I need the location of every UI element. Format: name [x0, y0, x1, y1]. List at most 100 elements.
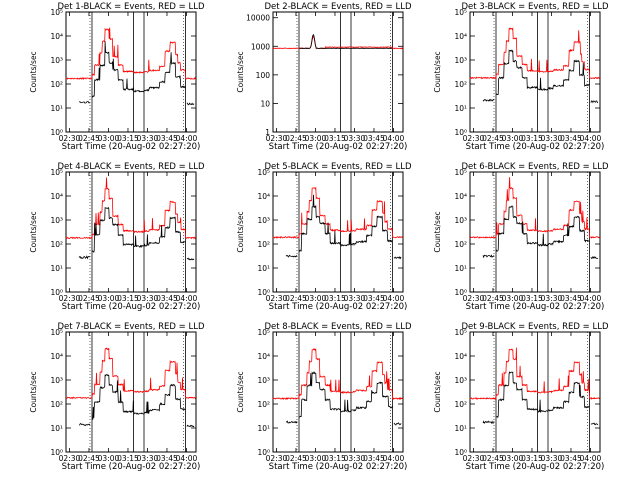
x-tick-label: 04:00 — [580, 454, 602, 463]
x-axis-label: Start Time (20-Aug-02 02:27:20) — [62, 142, 201, 152]
y-tick-label: 10⁵ — [50, 8, 63, 17]
y-tick-label: 10³ — [257, 376, 270, 385]
plot-frame — [469, 171, 601, 293]
y-tick-label: 10⁴ — [454, 32, 467, 41]
lld-series — [66, 347, 197, 400]
x-tick-label: 02:30 — [463, 294, 485, 303]
y-axis-label: Counts/sec — [236, 51, 245, 92]
x-axis-label: Start Time (20-Aug-02 02:27:20) — [62, 302, 201, 312]
x-tick-label: 04:00 — [176, 294, 198, 303]
x-tick-label: 03:45 — [156, 294, 178, 303]
y-tick-label: 1000 — [251, 42, 270, 51]
y-tick-label: 10⁴ — [50, 192, 63, 201]
y-axis-label: Counts/sec — [29, 371, 38, 412]
x-axis-label: Start Time (20-Aug-02 02:27:20) — [269, 462, 408, 472]
events-series — [299, 34, 393, 50]
x-tick-label: 03:45 — [363, 294, 385, 303]
y-tick-label: 10² — [257, 400, 270, 409]
events-series-pre — [78, 423, 91, 427]
x-tick-label: 03:30 — [541, 294, 563, 303]
y-tick-label: 10³ — [454, 56, 467, 65]
y-axis-label: Counts/sec — [29, 211, 38, 252]
events-series-post — [590, 422, 599, 426]
x-tick-label: 04:00 — [383, 294, 405, 303]
y-tick-label: 10⁴ — [50, 32, 63, 41]
panel-det-7: Det 7-BLACK = Events, RED = LLD Counts/se… — [29, 322, 205, 472]
y-tick-label: 10² — [454, 80, 467, 89]
x-tick-label: 03:30 — [137, 454, 159, 463]
lld-series — [469, 27, 601, 80]
panel-det-4: Det 4-BLACK = Events, RED = LLD Counts/se… — [29, 162, 205, 312]
lld-series — [65, 177, 197, 240]
x-tick-label: 03:45 — [560, 454, 582, 463]
x-tick-label: 04:00 — [580, 294, 602, 303]
lld-series — [272, 186, 403, 239]
x-axis-label: Start Time (20-Aug-02 02:27:20) — [269, 142, 408, 152]
x-tick-label: 02:45 — [482, 454, 504, 463]
x-tick-label: 03:00 — [98, 134, 120, 143]
plot-title: Det 6-BLACK = Events, RED = LLD — [462, 162, 609, 172]
plot-title: Det 2-BLACK = Events, RED = LLD — [265, 2, 412, 12]
y-tick-label: 10³ — [454, 376, 467, 385]
events-series — [496, 371, 590, 419]
events-series — [496, 205, 590, 252]
x-tick-label: 02:30 — [59, 294, 81, 303]
x-axis-label: Start Time (20-Aug-02 02:27:20) — [466, 142, 605, 152]
x-tick-label: 04:00 — [580, 134, 602, 143]
y-tick-label: 10⁰ — [454, 448, 467, 457]
panel-det-1: Det 1-BLACK = Events, RED = LLD Counts/se… — [29, 2, 205, 152]
x-tick-label: 03:45 — [363, 134, 385, 143]
y-tick-label: 10³ — [257, 216, 270, 225]
plot-frame — [65, 11, 197, 133]
y-tick-label: 10¹ — [257, 264, 270, 273]
x-tick-label: 03:00 — [98, 454, 120, 463]
x-tick-label: 03:30 — [344, 454, 366, 463]
x-tick-label: 03:30 — [137, 294, 159, 303]
y-tick-label: 10⁰ — [50, 128, 63, 137]
x-tick-label: 03:15 — [521, 454, 543, 463]
events-series — [92, 373, 186, 420]
x-tick-label: 03:45 — [560, 294, 582, 303]
y-tick-label: 1 — [265, 128, 270, 137]
x-tick-label: 02:45 — [482, 294, 504, 303]
x-tick-label: 02:30 — [59, 134, 81, 143]
panel-det-8: Det 8-BLACK = Events, RED = LLD Counts/se… — [236, 322, 412, 472]
y-tick-label: 10⁵ — [50, 328, 63, 337]
y-tick-label: 10⁰ — [454, 288, 467, 297]
events-series — [299, 370, 393, 418]
y-tick-label: 10⁰ — [257, 288, 270, 297]
y-tick-label: 10¹ — [50, 104, 63, 113]
x-tick-label: 03:15 — [324, 294, 346, 303]
x-tick-label: 03:45 — [363, 454, 385, 463]
plot-frame — [65, 331, 197, 453]
x-tick-label: 03:30 — [344, 134, 366, 143]
y-tick-label: 10¹ — [257, 424, 270, 433]
x-tick-label: 03:00 — [502, 294, 524, 303]
x-tick-label: 03:45 — [156, 454, 178, 463]
events-series-post — [590, 100, 599, 104]
x-axis-label: Start Time (20-Aug-02 02:27:20) — [62, 462, 201, 472]
lld-series — [469, 347, 600, 401]
events-series-pre — [482, 98, 495, 102]
y-tick-label: 10 — [260, 99, 270, 108]
panel-det-6: Det 6-BLACK = Events, RED = LLD Counts/se… — [433, 162, 609, 312]
x-tick-label: 04:00 — [176, 134, 198, 143]
plot-frame — [272, 171, 404, 293]
y-tick-label: 10⁵ — [50, 168, 63, 177]
lld-series — [469, 177, 600, 239]
events-series-post — [393, 256, 402, 260]
y-tick-label: 10³ — [454, 216, 467, 225]
y-axis-label: Counts/sec — [433, 211, 442, 252]
y-tick-label: 10000 — [246, 14, 270, 23]
x-tick-label: 03:15 — [324, 454, 346, 463]
x-tick-label: 03:00 — [502, 454, 524, 463]
plot-title: Det 3-BLACK = Events, RED = LLD — [462, 2, 609, 12]
events-series-post — [186, 102, 195, 106]
x-tick-label: 03:15 — [521, 294, 543, 303]
y-tick-label: 10¹ — [454, 104, 467, 113]
x-tick-label: 02:30 — [59, 454, 81, 463]
x-tick-label: 03:45 — [156, 134, 178, 143]
x-axis-label: Start Time (20-Aug-02 02:27:20) — [466, 302, 605, 312]
x-tick-label: 03:00 — [305, 134, 327, 143]
y-tick-label: 10⁵ — [454, 328, 467, 337]
